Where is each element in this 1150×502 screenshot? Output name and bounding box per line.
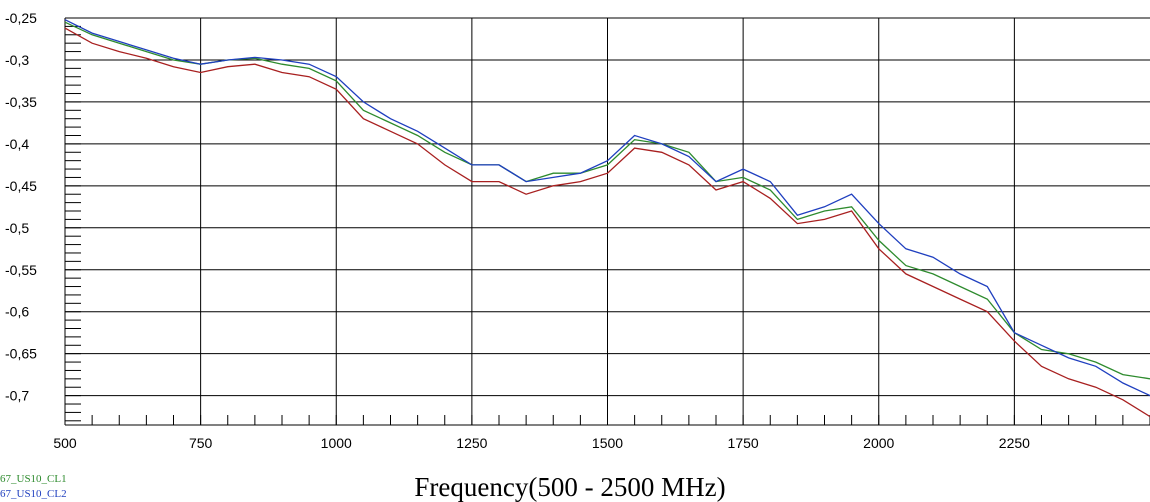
y-tick-label-6: -0,55 — [5, 262, 37, 278]
y-tick-label-0: -0,25 — [5, 10, 37, 26]
x-tick-label-0: 500 — [53, 435, 77, 451]
x-tick-label-6: 2000 — [863, 435, 894, 451]
x-axis-label: Frequency(500 - 2500 MHz) — [414, 472, 725, 502]
minor-ticks — [64, 17, 1150, 425]
legend-entry-cl2: 67_US10_CL2 — [0, 488, 67, 500]
series-lines — [64, 19, 1150, 418]
series-line-1 — [64, 19, 1150, 397]
x-tick-label-3: 1250 — [456, 435, 487, 451]
x-tick-label-1: 750 — [189, 435, 213, 451]
legend-entry-cl1: 67_US10_CL1 — [0, 473, 67, 485]
y-tick-label-8: -0,65 — [5, 346, 37, 362]
x-tick-labels: 500 750 1000 1250 1500 1750 2000 2250 — [53, 435, 1030, 451]
y-tick-label-9: -0,7 — [5, 388, 29, 404]
y-tick-label-3: -0,4 — [5, 136, 29, 152]
y-tick-label-7: -0,6 — [5, 304, 29, 320]
legend: 67_US10_CL1 67_US10_CL2 — [0, 473, 67, 500]
y-tick-label-1: -0,3 — [5, 52, 29, 68]
y-tick-label-2: -0,35 — [5, 94, 37, 110]
x-tick-label-7: 2250 — [999, 435, 1030, 451]
x-tick-label-5: 1750 — [728, 435, 759, 451]
x-tick-label-2: 1000 — [321, 435, 352, 451]
x-tick-label-4: 1500 — [592, 435, 623, 451]
y-tick-label-5: -0,5 — [5, 220, 29, 236]
series-line-2 — [64, 27, 1150, 418]
y-tick-label-4: -0,45 — [5, 178, 37, 194]
y-tick-labels: -0,25 -0,3 -0,35 -0,4 -0,45 -0,5 -0,55 -0,6 -0,6… — [5, 10, 37, 404]
chart-grid — [64, 17, 1150, 426]
